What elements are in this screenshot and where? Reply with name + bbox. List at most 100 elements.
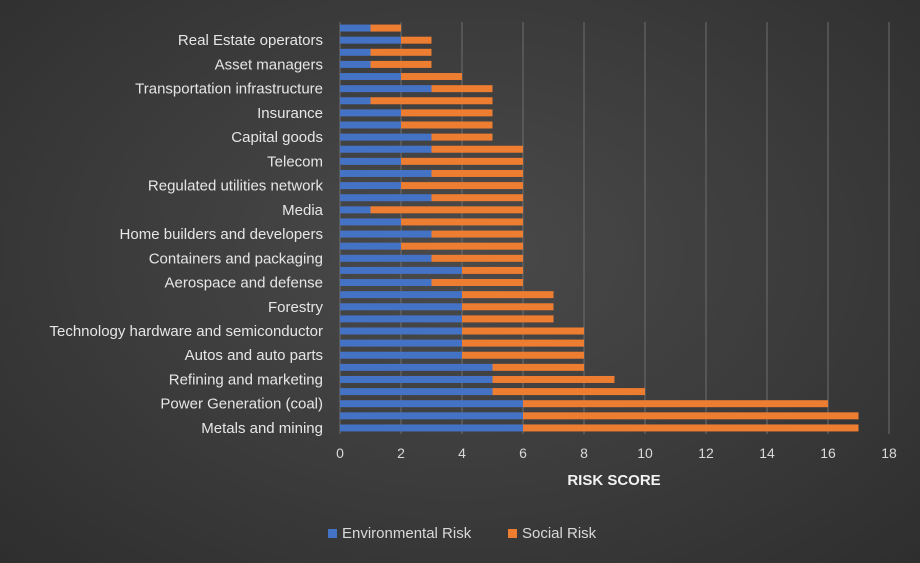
bar-social-risk <box>401 182 523 190</box>
legend-label: Environmental Risk <box>342 525 472 542</box>
bar-social-risk <box>492 363 584 371</box>
y-category-label: Metals and mining <box>201 420 323 437</box>
y-category-label: Containers and packaging <box>149 250 323 267</box>
bar-social-risk <box>431 279 523 287</box>
bar-environmental-risk <box>340 424 523 432</box>
bar-environmental-risk <box>340 339 462 347</box>
bar-environmental-risk <box>340 291 462 299</box>
legend-swatch-social <box>508 529 517 538</box>
x-tick-label: 12 <box>698 445 714 461</box>
y-category-label: Media <box>282 202 324 219</box>
y-category-label: Forestry <box>268 299 324 316</box>
y-category-label: Regulated utilities network <box>148 178 324 195</box>
y-category-label: Refining and marketing <box>169 371 323 388</box>
bar-social-risk <box>370 97 493 105</box>
x-tick-label: 6 <box>519 445 527 461</box>
bar-social-risk <box>370 206 523 214</box>
gridlines <box>339 22 890 434</box>
bar-social-risk <box>431 230 523 238</box>
bar-environmental-risk <box>340 24 371 32</box>
y-axis-labels: Metals and mining Power Generation (coal)… <box>50 32 324 437</box>
bar-environmental-risk <box>340 254 432 262</box>
bar-environmental-risk <box>340 363 493 371</box>
bar-social-risk <box>431 194 523 202</box>
legend: Environmental Risk Social Risk <box>328 525 597 542</box>
y-category-label: Asset managers <box>215 56 323 73</box>
bar-environmental-risk <box>340 121 401 129</box>
bar-environmental-risk <box>340 218 401 226</box>
bar-social-risk <box>401 157 523 165</box>
bar-social-risk <box>370 24 401 32</box>
bar-environmental-risk <box>340 351 462 359</box>
bar-social-risk <box>431 169 523 177</box>
bar-environmental-risk <box>340 388 493 396</box>
x-tick-label: 14 <box>759 445 775 461</box>
bar-environmental-risk <box>340 375 493 383</box>
y-category-label: Home builders and developers <box>120 226 323 243</box>
y-category-label: Capital goods <box>231 129 323 146</box>
bar-environmental-risk <box>340 400 523 408</box>
bar-social-risk <box>462 315 554 323</box>
bar-environmental-risk <box>340 145 432 153</box>
bar-social-risk <box>462 351 584 359</box>
bar-environmental-risk <box>340 157 401 165</box>
bar-social-risk <box>401 121 493 129</box>
bar-social-risk <box>523 412 859 420</box>
bar-social-risk <box>431 133 493 141</box>
legend-label: Social Risk <box>522 525 597 542</box>
bar-social-risk <box>523 400 828 408</box>
bar-social-risk <box>431 85 493 93</box>
bar-social-risk <box>431 145 523 153</box>
bar-environmental-risk <box>340 73 401 81</box>
bar-environmental-risk <box>340 303 462 311</box>
x-tick-label: 16 <box>820 445 836 461</box>
bar-social-risk <box>401 242 523 250</box>
bar-environmental-risk <box>340 279 432 287</box>
bar-social-risk <box>370 48 432 56</box>
bar-environmental-risk <box>340 60 371 68</box>
bar-social-risk <box>462 291 554 299</box>
legend-swatch-environmental <box>328 529 337 538</box>
y-category-label: Transportation infrastructure <box>135 81 323 98</box>
bar-social-risk <box>401 218 523 226</box>
bar-social-risk <box>462 303 554 311</box>
x-tick-label: 2 <box>397 445 405 461</box>
bar-social-risk <box>401 73 462 81</box>
x-tick-label: 4 <box>458 445 466 461</box>
x-tick-label: 8 <box>580 445 588 461</box>
y-category-label: Telecom <box>267 153 323 170</box>
bar-social-risk <box>462 339 584 347</box>
bar-social-risk <box>523 424 859 432</box>
bar-environmental-risk <box>340 194 432 202</box>
y-category-label: Technology hardware and semiconductor <box>50 323 324 340</box>
bar-environmental-risk <box>340 133 432 141</box>
bar-environmental-risk <box>340 48 371 56</box>
bar-environmental-risk <box>340 412 523 420</box>
y-category-label: Aerospace and defense <box>165 275 323 292</box>
x-tick-label: 0 <box>336 445 344 461</box>
bar-social-risk <box>370 60 432 68</box>
y-category-label: Autos and auto parts <box>185 347 323 364</box>
bar-environmental-risk <box>340 315 462 323</box>
bar-environmental-risk <box>340 327 462 335</box>
x-axis-ticks: 0 2 4 6 8 10 12 14 16 18 <box>336 445 897 461</box>
bar-environmental-risk <box>340 109 401 117</box>
bar-social-risk <box>401 36 432 44</box>
bar-environmental-risk <box>340 242 401 250</box>
y-category-label: Insurance <box>257 105 323 122</box>
bar-environmental-risk <box>340 169 432 177</box>
x-tick-label: 10 <box>637 445 653 461</box>
bar-environmental-risk <box>340 36 401 44</box>
bar-social-risk <box>401 109 493 117</box>
bar-environmental-risk <box>340 85 432 93</box>
bar-environmental-risk <box>340 97 371 105</box>
x-tick-label: 18 <box>881 445 897 461</box>
bar-social-risk <box>492 388 645 396</box>
bar-social-risk <box>431 254 523 262</box>
bar-environmental-risk <box>340 230 432 238</box>
bar-social-risk <box>462 327 584 335</box>
bar-environmental-risk <box>340 182 401 190</box>
bar-environmental-risk <box>340 206 371 214</box>
bars <box>340 24 859 432</box>
